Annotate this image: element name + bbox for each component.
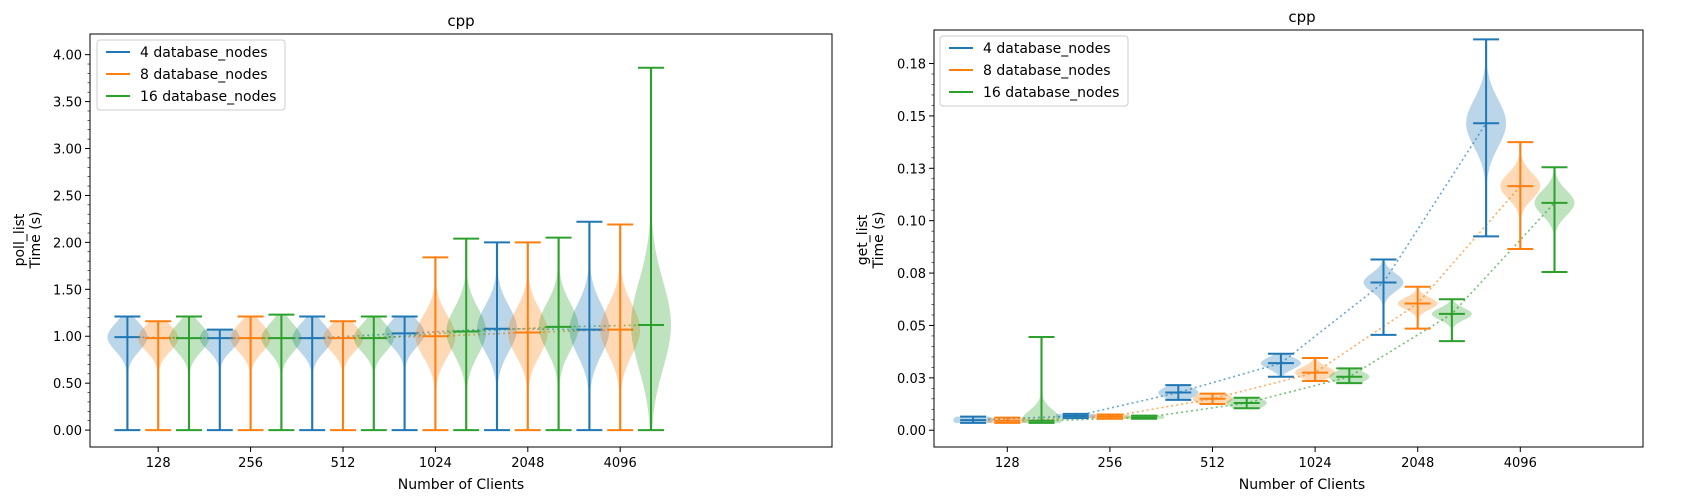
right-x-tick-label: 4096: [1504, 456, 1537, 471]
right-legend-label-8: 8 database_nodes: [983, 63, 1111, 79]
right-x-tick-label: 2048: [1401, 456, 1434, 471]
left-title: cpp: [447, 12, 474, 30]
left-y-label-line1: poll_list: [12, 213, 28, 266]
left-guides: [127, 324, 652, 339]
left-y-tick-label: 0.00: [53, 424, 82, 439]
left-y-tick-label: 2.00: [53, 236, 82, 251]
right-legend: 4 database_nodes 8 database_nodes 16 dat…: [939, 35, 1129, 107]
left-y-tick-label: 3.50: [53, 96, 82, 111]
left-trend-line-16: [189, 324, 652, 339]
left-legend: 4 database_nodes 8 database_nodes 16 dat…: [96, 39, 286, 111]
left-y-tick-label: 1.00: [53, 330, 82, 345]
right-trend-line-16: [1041, 202, 1556, 422]
right-trend-line-4: [973, 122, 1487, 421]
left-y-label-line2: Time (s): [28, 212, 44, 270]
right-x-tick-label: 512: [1200, 456, 1225, 471]
right-legend-box: [939, 35, 1129, 107]
left-x-tick-label: 4096: [604, 456, 637, 471]
left-y-tick-label: 2.50: [53, 189, 82, 204]
right-y-tick-label: 0.10: [897, 215, 926, 230]
right-x-label: Number of Clients: [1239, 477, 1365, 493]
right-y-tick-label: 0.08: [897, 267, 926, 282]
left-x-label: Number of Clients: [398, 477, 524, 493]
right-title: cpp: [1288, 8, 1315, 26]
right-x-tick-label: 256: [1097, 456, 1122, 471]
right-y-tick-label: 0.13: [897, 162, 926, 177]
right-y-label-line2: Time (s): [871, 212, 887, 270]
right-axes-frame: [933, 29, 1644, 448]
right-y-tick-label: 0.15: [897, 110, 926, 125]
right-x-tick-label: 128: [995, 456, 1020, 471]
left-x-tick-label: 1024: [419, 456, 452, 471]
left-trend-line-4: [127, 327, 590, 339]
left-legend-label-8: 8 database_nodes: [140, 67, 268, 83]
left-y-tick-label: 0.50: [53, 377, 82, 392]
left-y-tick-label: 3.00: [53, 143, 82, 158]
left-x-tick-label: 2048: [511, 456, 544, 471]
left-x-tick-label: 512: [331, 456, 356, 471]
left-legend-label-16: 16 database_nodes: [140, 89, 276, 105]
left-legend-label-4: 4 database_nodes: [140, 45, 268, 61]
left-marks: [107, 66, 671, 432]
left-y-tick-label: 4.00: [53, 49, 82, 64]
left-x-tick-label: 128: [146, 456, 171, 471]
right-legend-label-16: 16 database_nodes: [983, 85, 1119, 101]
right-x-ticks: 128 256 512 1024 2048 4096: [995, 447, 1537, 471]
left-panel: 128 256 512 1024 2048 4096 0.00 0.50 1.00 1.50 2.…: [12, 12, 833, 493]
right-x-tick-label: 1024: [1299, 456, 1332, 471]
right-y-label-line1: get_list: [855, 214, 871, 265]
right-legend-label-4: 4 database_nodes: [983, 41, 1111, 57]
left-y-ticks: 0.00 0.50 1.00 1.50 2.00 2.50 3.00 3.50 4.00: [53, 49, 90, 439]
right-marks: [953, 38, 1575, 424]
right-trend-line-8: [1007, 185, 1521, 422]
right-y-tick-label: 0.03: [897, 372, 926, 387]
right-y-tick-label: 0.18: [897, 58, 926, 73]
right-y-ticks: 0.00 0.03 0.05 0.08 0.10 0.13 0.15 0.18: [897, 58, 934, 439]
right-guides: [973, 122, 1556, 422]
left-legend-box: [96, 39, 286, 111]
right-y-tick-label: 0.00: [897, 424, 926, 439]
left-x-ticks: 128 256 512 1024 2048 4096: [146, 447, 637, 471]
right-y-tick-label: 0.05: [897, 319, 926, 334]
left-axes-frame: [89, 33, 833, 448]
left-x-tick-label: 256: [238, 456, 263, 471]
right-panel: 128 256 512 1024 2048 4096 0.000.030.050.080.…: [855, 8, 1644, 493]
left-y-tick-label: 1.50: [53, 283, 82, 298]
